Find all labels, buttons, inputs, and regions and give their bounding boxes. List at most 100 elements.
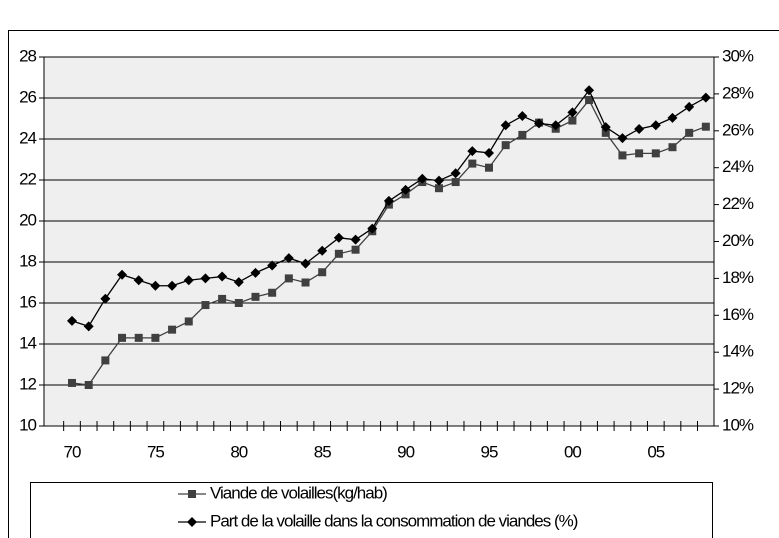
y2-tick-label: 22% [722,194,754,213]
point [367,223,378,234]
point [617,133,628,144]
point [250,267,261,278]
legend-box [30,482,713,538]
point [68,378,76,387]
point [500,120,511,131]
point [168,325,177,334]
point [84,381,93,389]
point [184,317,193,326]
point [133,275,144,286]
point [701,122,710,131]
point [83,321,94,332]
point [601,128,610,137]
point [468,159,477,168]
point [234,299,243,307]
point [451,178,460,187]
point [151,333,160,342]
point [317,245,328,256]
point [651,149,660,158]
point [268,288,277,297]
point [217,271,228,282]
legend-label: Part de la volaille dans la consommation… [210,511,578,530]
point [100,293,111,304]
point [233,277,244,288]
x-tick-label: 80 [230,442,247,461]
point [634,123,645,134]
point [600,122,611,133]
point [667,112,678,123]
point [351,245,360,254]
point [501,141,510,150]
point [700,92,711,103]
y-tick-label: 22 [19,169,36,188]
point [584,85,595,96]
y2-tick-label: 30% [722,46,754,65]
point [668,143,677,152]
point [201,301,210,310]
y2-tick-label: 10% [722,415,754,434]
point [485,163,493,172]
point [400,184,411,195]
point [417,173,428,184]
legend-label: Viande de volailles(kg/hab) [210,483,387,502]
y-tick-label: 14 [19,333,36,352]
point [567,107,578,118]
point [333,232,344,243]
x-tick-label: 90 [397,442,414,461]
point [484,147,494,158]
y2-tick-label: 20% [722,231,754,250]
point [267,260,278,271]
y2-tick-label: 26% [722,120,754,139]
x-tick-label: 00 [564,442,581,461]
point [101,356,110,365]
point [534,118,545,129]
point [635,149,644,158]
point [618,151,627,160]
point [518,130,527,139]
point [200,273,211,284]
point [283,253,294,264]
point [585,96,594,105]
point [284,274,293,283]
y-tick-label: 18 [19,251,36,270]
x-tick-label: 95 [481,442,498,461]
point [318,268,327,277]
point [117,269,128,280]
point [118,333,127,342]
point [550,120,561,131]
y-tick-label: 28 [19,46,36,65]
point [134,333,143,342]
x-tick-label: 85 [314,442,331,461]
y-tick-label: 26 [19,87,36,106]
y2-tick-label: 24% [722,157,754,176]
point [218,294,227,303]
point [301,278,310,287]
point [167,280,178,291]
y-tick-label: 24 [19,128,36,147]
plot-area [43,56,715,427]
legend-marker [187,517,197,527]
legend-marker [188,490,196,498]
point [183,275,194,286]
point [350,234,361,245]
point [251,292,260,301]
point [67,315,77,326]
point [568,116,577,125]
y-tick-label: 16 [19,292,36,311]
chart-frame [8,30,779,538]
y2-tick-label: 16% [722,305,754,324]
y2-tick-label: 18% [722,268,754,287]
x-tick-label: 05 [647,442,664,461]
x-tick-label: 75 [147,442,164,461]
y-tick-label: 10 [19,415,36,434]
point [684,101,695,112]
point [450,168,461,179]
point [650,120,661,131]
point [300,258,311,269]
point [433,175,444,186]
x-tick-label: 70 [64,442,81,461]
point [334,249,343,258]
point [685,128,694,137]
y-tick-label: 20 [19,210,36,229]
